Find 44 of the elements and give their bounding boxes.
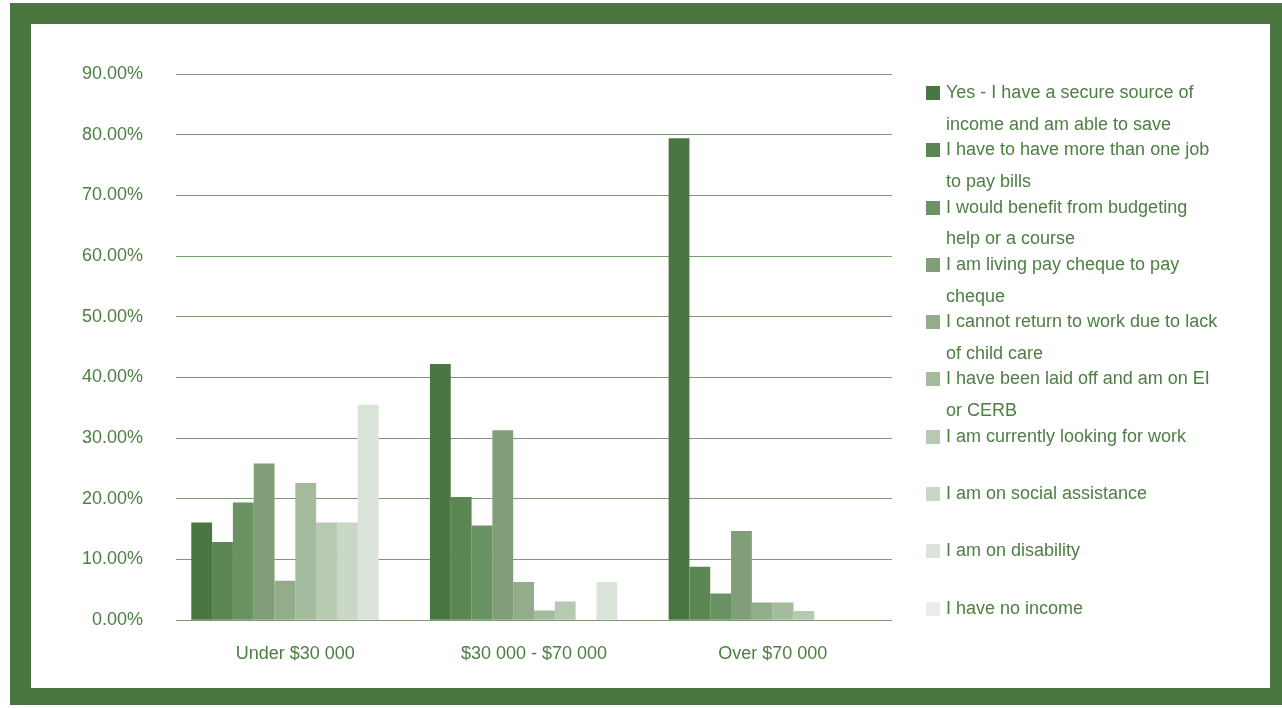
x-tick-label: Under $30 000 (235, 642, 355, 663)
legend-label: I have been laid off and am on EI or CERB (946, 367, 1211, 421)
y-tick-label: 80.00% (81, 123, 143, 144)
bar (710, 593, 732, 620)
y-tick-label: 90.00% (81, 62, 143, 83)
legend-label: I am on disability (946, 539, 1082, 563)
legend-label: I am on social assistance (946, 482, 1149, 506)
legend-label: Yes - I have a secure source of income and am able to save (946, 81, 1195, 134)
bar (316, 522, 337, 620)
y-tick-label: 50.00% (81, 305, 143, 326)
legend-label: I am living pay cheque to pay cheque (946, 252, 1181, 306)
x-tick-label: $30 000 - $70 000 (460, 642, 608, 663)
legend-label: I cannot return to work due to lack of child care (946, 310, 1219, 364)
y-tick-label: 30.00% (81, 427, 143, 448)
legend-label: I would benefit from budgeting help or a course (946, 195, 1189, 249)
legend-label: I am currently looking for work (946, 424, 1188, 448)
bar (751, 602, 773, 620)
bar (534, 610, 555, 620)
bar (793, 611, 815, 620)
bar (513, 581, 534, 620)
bar (668, 138, 690, 620)
legend-label: I have no income (946, 596, 1085, 620)
bar (554, 601, 576, 620)
bar (191, 522, 213, 620)
bar (450, 497, 472, 620)
bar (689, 566, 711, 620)
bar (429, 364, 451, 620)
bar (772, 602, 794, 620)
x-tick-label: Over $70 000 (718, 642, 828, 663)
bar (336, 522, 358, 620)
bar (232, 502, 254, 620)
y-tick-label: 70.00% (81, 184, 143, 205)
y-tick-label: 40.00% (81, 366, 143, 387)
y-tick-label: 0.00% (91, 609, 143, 630)
y-tick-label: 10.00% (81, 548, 143, 569)
bar (295, 483, 317, 620)
bar (596, 581, 618, 620)
legend-label: I have to have more than one job to pay bills (946, 138, 1211, 192)
bar (357, 404, 379, 620)
bar (212, 541, 233, 620)
y-tick-label: 60.00% (81, 245, 143, 266)
bar (274, 580, 296, 620)
bar (471, 525, 493, 620)
y-tick-label: 20.00% (81, 487, 143, 508)
